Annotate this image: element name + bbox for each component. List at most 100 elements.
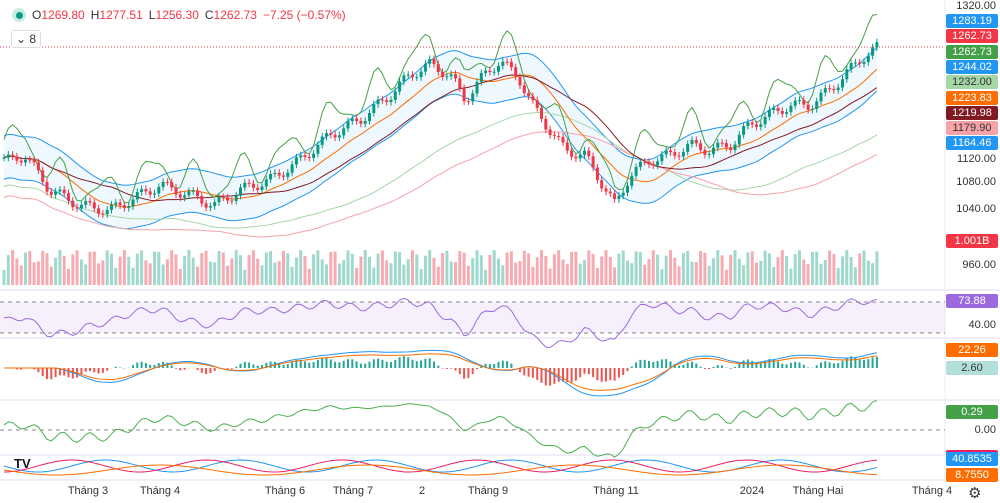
ohlc-legend: O 1269.80 H 1277.51 L 1256.30 C 1262.73 −7.2…	[12, 8, 346, 22]
time-tick: Tháng 7	[332, 485, 374, 497]
volume-bar	[88, 251, 92, 285]
candle	[359, 120, 363, 124]
indicator-count: 8	[29, 32, 37, 46]
candle	[49, 191, 53, 195]
axis-tick: 1040.00	[956, 203, 996, 215]
volume-bar	[557, 250, 561, 285]
volume-bar	[45, 253, 49, 285]
macd-histogram-bar	[106, 368, 109, 371]
candle	[488, 70, 492, 73]
volume-bar	[866, 260, 870, 285]
price-label: 1244.02	[946, 59, 998, 74]
time-tick: 2024	[739, 485, 765, 497]
macd-histogram-bar	[875, 356, 878, 368]
macd-histogram-bar	[699, 366, 702, 368]
macd-histogram-bar	[304, 361, 306, 368]
candle	[101, 213, 105, 215]
macd-histogram-bar	[549, 368, 552, 386]
macd-histogram-bar	[781, 363, 784, 368]
macd-histogram-bar	[291, 361, 294, 368]
volume-bar	[862, 250, 866, 285]
macd-histogram-bar	[342, 360, 345, 368]
candle	[591, 156, 595, 168]
macd-histogram-bar	[536, 368, 539, 380]
volume-bar	[226, 265, 230, 285]
volume-bar	[342, 260, 346, 285]
candle	[92, 202, 96, 209]
macd-histogram-bar	[37, 368, 40, 373]
volume-bar	[514, 262, 518, 285]
candle	[471, 93, 475, 102]
macd-histogram-bar	[213, 368, 216, 371]
candle	[595, 167, 599, 181]
axis-tick: 1080.00	[956, 176, 996, 188]
macd-histogram-bar	[381, 359, 384, 368]
volume-bar	[565, 264, 569, 285]
macd-histogram-bar	[359, 363, 362, 368]
candle	[656, 161, 660, 166]
macd-histogram-bar	[570, 368, 573, 383]
candle	[441, 71, 445, 77]
candle	[742, 126, 746, 135]
macd-histogram-bar	[428, 358, 431, 368]
volume-bar	[127, 256, 131, 285]
macd-histogram-bar	[755, 362, 758, 368]
volume-bar	[62, 255, 66, 285]
candle	[196, 190, 199, 197]
candle	[67, 193, 70, 201]
candle	[772, 108, 776, 110]
volume-bar	[41, 250, 45, 285]
candle	[355, 118, 359, 121]
macd-histogram-bar	[334, 361, 337, 368]
candle	[385, 100, 389, 103]
candle	[849, 63, 853, 70]
macd-histogram-bar	[33, 368, 36, 370]
ichimoku-span-a	[3, 111, 878, 229]
volume-bar	[256, 258, 260, 285]
volume-bar	[118, 256, 122, 285]
macd-histogram-bar	[239, 363, 242, 368]
candle	[540, 107, 543, 119]
volume-bar	[789, 268, 793, 285]
volume-bar	[36, 261, 40, 285]
macd-line	[4, 349, 877, 397]
price-label: 1283.19	[946, 14, 998, 28]
macd-histogram-bar	[501, 360, 504, 368]
volume-bar	[385, 260, 389, 285]
volume-bar	[299, 250, 303, 285]
macd-histogram-bar	[583, 368, 586, 374]
macd-histogram-bar	[407, 357, 410, 368]
price-label: 1262.73	[946, 29, 998, 44]
candle	[88, 201, 92, 203]
macd-histogram-bar	[114, 366, 117, 368]
lagging-span	[3, 14, 877, 204]
macd-histogram-bar	[867, 359, 870, 368]
volume-bar	[247, 255, 251, 285]
signal-line	[4, 353, 877, 391]
volume-bar	[110, 253, 113, 285]
volume-bar	[243, 269, 247, 285]
macd-histogram-bar	[785, 364, 788, 368]
volume-bar	[11, 250, 15, 285]
candle	[454, 74, 457, 79]
candle	[71, 200, 75, 208]
macd-histogram-bar	[149, 364, 152, 368]
indicators-toggle-button[interactable]: ⌄ 8	[11, 30, 42, 48]
candle	[664, 150, 668, 155]
settings-gear-icon[interactable]: ⚙	[968, 485, 982, 502]
candle	[243, 182, 247, 188]
volume-bar	[105, 250, 109, 285]
macd-histogram-bar	[97, 368, 100, 374]
volume-bar	[664, 255, 668, 285]
candle	[587, 150, 591, 157]
macd-histogram-bar	[170, 365, 173, 368]
volume-bar	[798, 250, 801, 285]
volume-bar	[720, 255, 724, 285]
candle	[432, 59, 436, 65]
market-status-icon	[12, 8, 26, 22]
volume-bar	[71, 254, 75, 285]
volume-bar	[471, 258, 475, 285]
volume-bar	[755, 262, 758, 285]
macd-histogram-bar	[316, 359, 319, 368]
